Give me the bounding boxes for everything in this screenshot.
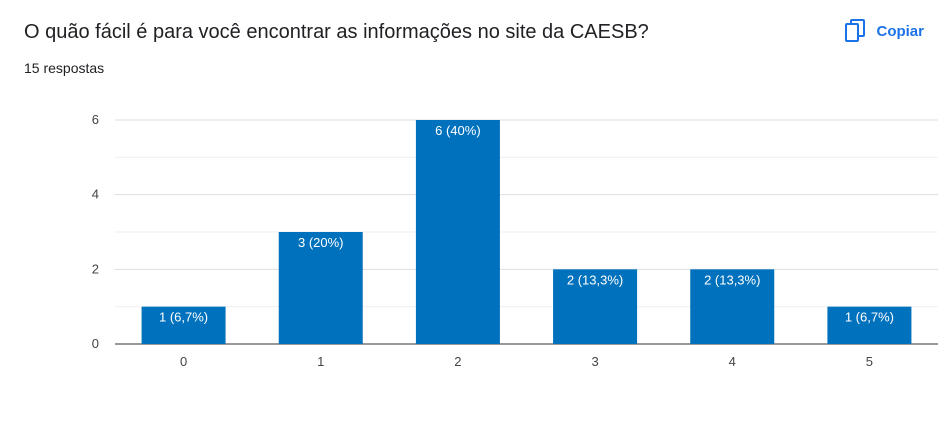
x-tick-label: 5 — [866, 354, 873, 369]
bar-data-label: 6 (40%) — [435, 123, 481, 138]
copy-label: Copiar — [876, 22, 924, 40]
copy-icon — [844, 18, 868, 44]
question-title: O quão fácil é para você encontrar as in… — [24, 21, 649, 43]
x-tick-label: 2 — [454, 354, 461, 369]
y-tick-label: 0 — [92, 336, 99, 351]
bar[interactable] — [415, 120, 500, 344]
bar-data-label: 2 (13,3%) — [567, 272, 623, 287]
question-header: O quão fácil é para você encontrar as in… — [24, 18, 804, 76]
x-tick-label: 0 — [180, 354, 187, 369]
y-tick-label: 4 — [92, 187, 99, 202]
bar-data-label: 2 (13,3%) — [704, 272, 760, 287]
bar[interactable] — [278, 232, 363, 344]
bar[interactable] — [553, 269, 638, 344]
bar[interactable] — [827, 306, 912, 344]
bar-data-label: 3 (20%) — [298, 235, 344, 250]
bar[interactable] — [141, 306, 226, 344]
response-count: 15 respostas — [24, 60, 105, 76]
x-tick-label: 3 — [591, 354, 598, 369]
bar-data-label: 1 (6,7%) — [845, 310, 894, 325]
bar-data-label: 1 (6,7%) — [159, 310, 208, 325]
y-tick-label: 6 — [92, 112, 99, 127]
x-tick-label: 4 — [729, 354, 736, 369]
copy-button[interactable]: Copiar — [844, 14, 924, 48]
bar[interactable] — [690, 269, 775, 344]
y-tick-label: 2 — [92, 261, 99, 276]
x-tick-label: 1 — [317, 354, 324, 369]
